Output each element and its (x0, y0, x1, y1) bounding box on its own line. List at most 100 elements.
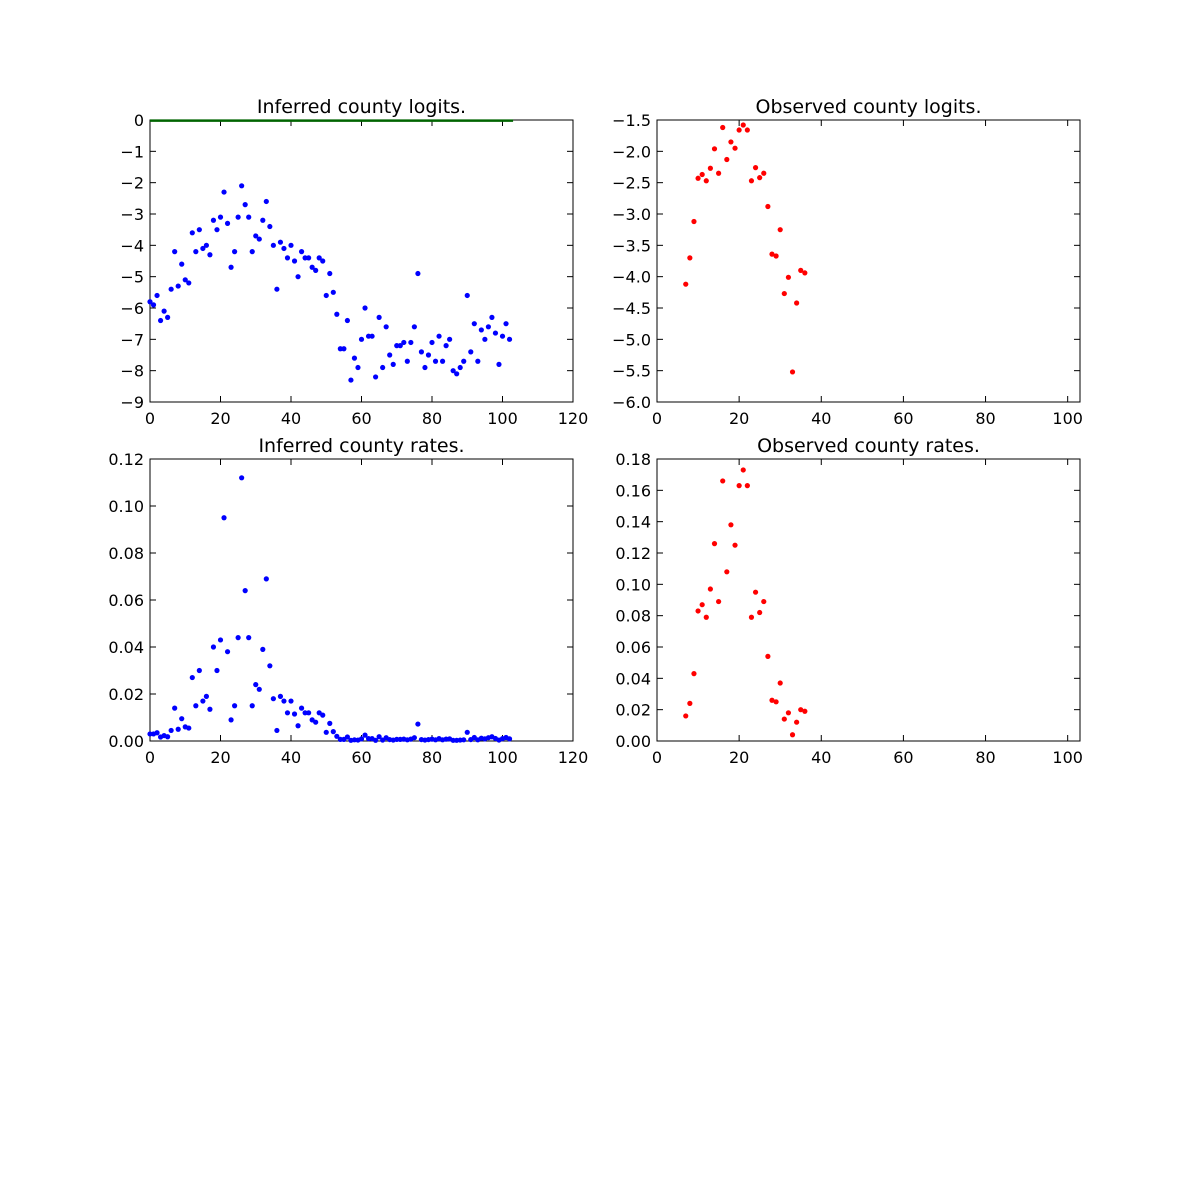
data-point (256, 686, 262, 692)
data-point (150, 302, 157, 308)
data-point (362, 732, 368, 738)
data-point (306, 255, 312, 261)
chart-title: Inferred county rates. (258, 435, 464, 457)
data-point (506, 736, 513, 742)
y-tick-label: 0.08 (108, 544, 144, 563)
data-point (429, 339, 435, 346)
data-point (736, 483, 742, 489)
data-point (699, 602, 705, 608)
data-point (781, 290, 787, 297)
data-point (334, 311, 340, 317)
data-point (432, 358, 439, 364)
data-point (246, 635, 252, 641)
data-point (499, 333, 506, 339)
data-point (242, 588, 248, 594)
data-point (165, 314, 171, 320)
data-point (390, 361, 396, 367)
data-point (492, 330, 499, 336)
y-tick-label: −2.0 (612, 142, 651, 161)
data-point (277, 239, 284, 245)
chart-title: Inferred county logits. (257, 96, 466, 118)
x-tick-label: 100 (487, 409, 518, 428)
data-point (461, 737, 467, 743)
data-point (267, 223, 273, 230)
data-point (748, 614, 755, 620)
y-tick-label: −5.0 (612, 330, 651, 349)
data-point (683, 281, 689, 287)
panel-observed-county-rates: Observed county rates. 0 20 40 60 80 100 0.00 0… (615, 435, 1083, 767)
data-point (214, 227, 220, 233)
data-point (687, 700, 693, 707)
y-tick-label: −1 (120, 142, 144, 161)
y-tick-label: −5.5 (612, 362, 651, 381)
data-point (239, 475, 245, 481)
data-point (309, 264, 315, 270)
data-point (295, 723, 301, 729)
data-point (503, 321, 509, 327)
y-tick-label: 0.10 (615, 575, 651, 594)
data-point (221, 515, 227, 521)
data-point (362, 305, 368, 311)
data-point (443, 343, 449, 349)
y-tick-label: −3 (120, 205, 144, 224)
data-point (320, 712, 326, 718)
plot-area (656, 119, 1081, 403)
x-tick-label: 40 (811, 409, 831, 428)
y-tick-label: −6.0 (612, 393, 651, 412)
data-point (411, 324, 417, 330)
data-point (724, 156, 730, 163)
x-tick-label: 120 (558, 409, 589, 428)
x-tick-label: 0 (652, 748, 662, 767)
data-point (207, 706, 213, 712)
data-point (789, 732, 796, 738)
y-tick-label: −2 (120, 174, 144, 193)
data-point (288, 698, 294, 704)
data-point (773, 699, 779, 705)
data-point (447, 336, 453, 342)
data-point (464, 292, 470, 299)
data-point (757, 175, 763, 181)
y-tick-label: −8 (120, 362, 144, 381)
data-point (196, 667, 202, 674)
data-point (260, 217, 266, 223)
data-point (732, 542, 738, 548)
x-tick-label: 60 (893, 748, 913, 767)
data-point (175, 283, 181, 289)
data-point (387, 352, 393, 358)
data-point (168, 286, 174, 292)
y-tick-label: −6 (120, 299, 144, 318)
x-tick-label: 120 (558, 748, 589, 767)
data-point (274, 286, 280, 292)
data-point (761, 598, 767, 605)
data-point (291, 711, 298, 717)
y-tick-label: 0.06 (108, 591, 144, 610)
data-point (720, 478, 726, 484)
data-point (168, 727, 174, 734)
data-point (478, 327, 484, 333)
data-point (186, 725, 192, 731)
y-tick-label: −3.0 (612, 205, 651, 224)
y-tick-label: 0.00 (615, 732, 651, 751)
data-point (794, 300, 800, 306)
data-point (249, 703, 255, 709)
data-point (471, 321, 477, 327)
data-point (291, 258, 298, 264)
data-point (295, 274, 301, 280)
data-point (752, 165, 759, 171)
data-point (200, 698, 206, 704)
data-point (425, 352, 432, 358)
data-point (210, 217, 217, 223)
data-point (323, 292, 329, 299)
data-point (228, 264, 234, 270)
data-point (728, 522, 734, 528)
data-point (288, 242, 294, 248)
x-tick-label: 60 (351, 748, 371, 767)
data-point (457, 364, 463, 371)
data-point (253, 682, 259, 688)
data-point (757, 609, 763, 616)
data-point (687, 255, 693, 261)
data-point (769, 251, 775, 257)
data-point (765, 203, 771, 210)
data-point (752, 589, 759, 595)
